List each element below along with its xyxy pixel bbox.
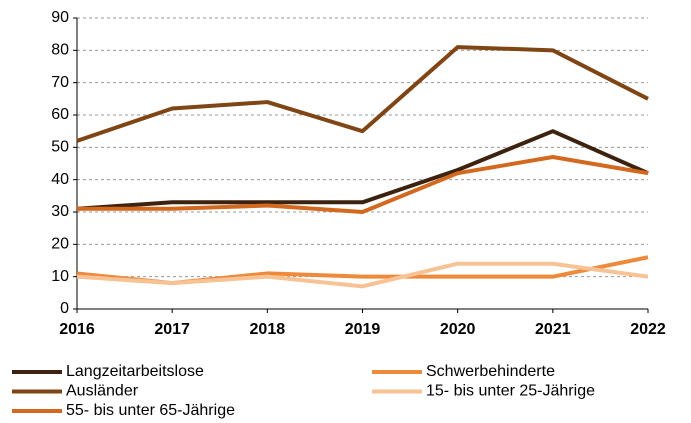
- series-line: [77, 155, 649, 214]
- series-line: [76, 255, 649, 286]
- series-line: [76, 45, 649, 143]
- y-tick-label: 10: [51, 268, 69, 285]
- x-tick-label: 2019: [345, 321, 381, 338]
- y-tick-label: 50: [51, 139, 69, 156]
- y-tick-label: 90: [51, 9, 69, 26]
- x-tick-label: 2018: [250, 321, 286, 338]
- x-tick-label: 2020: [440, 321, 476, 338]
- y-tick-label: 80: [51, 42, 69, 59]
- series-line: [76, 129, 649, 211]
- legend-label: Schwerbehinderte: [426, 363, 555, 380]
- x-tick-label: 2021: [535, 321, 571, 338]
- legend-label: Langzeitarbeitslose: [66, 363, 204, 380]
- y-tick-label: 60: [51, 106, 69, 123]
- legend-label: Ausländer: [66, 383, 139, 400]
- y-tick-label: 30: [51, 203, 69, 220]
- series-line: [76, 261, 649, 289]
- y-tick-label: 40: [51, 171, 69, 188]
- legend-label: 15- bis unter 25-Jährige: [426, 383, 595, 400]
- x-tick-label: 2016: [59, 321, 95, 338]
- y-tick-label: 20: [51, 236, 69, 253]
- y-tick-label: 0: [60, 300, 69, 317]
- x-tick-label: 2022: [630, 321, 666, 338]
- x-tick-label: 2017: [154, 321, 190, 338]
- y-tick-label: 70: [51, 74, 69, 91]
- legend-label: 55- bis unter 65-Jährige: [66, 402, 235, 419]
